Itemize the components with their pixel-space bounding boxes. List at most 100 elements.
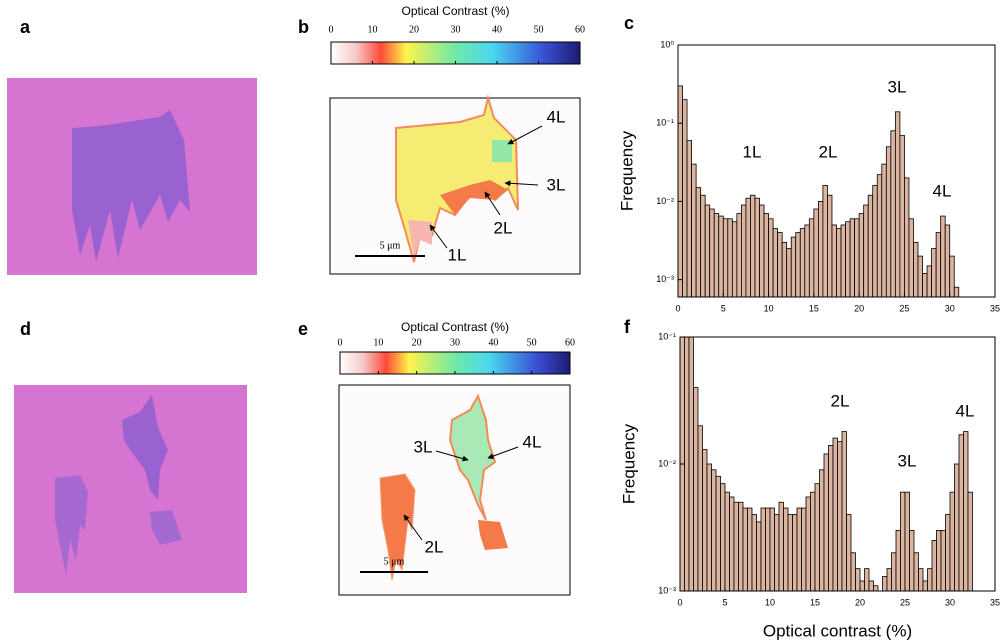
y-axis-label: Frequency — [617, 130, 636, 211]
bar — [927, 568, 933, 591]
bar — [786, 248, 792, 297]
bar — [899, 134, 905, 297]
x-tick-label: 20 — [855, 597, 865, 607]
y-tick-label: 10⁻² — [658, 458, 676, 468]
bar — [828, 445, 834, 591]
bar — [790, 236, 797, 297]
bar — [840, 224, 846, 297]
x-tick-label: 35 — [990, 597, 1000, 607]
bar — [931, 540, 937, 591]
bar — [747, 507, 753, 591]
colorbar-tick-label: 30 — [450, 337, 460, 348]
bar — [733, 501, 739, 591]
bar — [808, 218, 815, 297]
bar — [814, 483, 820, 591]
colorbar — [339, 351, 571, 375]
bar — [697, 425, 703, 591]
bar — [872, 185, 878, 297]
contrast-map: 5 μm 3L 4L 2L — [338, 384, 571, 596]
bar — [894, 111, 901, 297]
bar — [759, 204, 765, 297]
bar — [882, 576, 888, 591]
bar — [831, 224, 837, 297]
bar — [742, 507, 748, 591]
x-tick-label: 30 — [945, 597, 955, 607]
bar — [935, 232, 942, 297]
x-tick-label: 10 — [765, 597, 775, 607]
colorbar-tick-label: 50 — [527, 337, 537, 348]
bar — [736, 213, 742, 297]
x-tick-label: 15 — [809, 303, 819, 313]
bar — [686, 140, 692, 297]
bar — [754, 197, 760, 297]
bar — [801, 507, 807, 591]
scale-bar-label: 5 μm — [380, 240, 401, 251]
bar — [720, 483, 726, 591]
bar — [864, 568, 870, 591]
bar — [832, 437, 838, 591]
bar — [738, 501, 744, 591]
bar — [718, 215, 724, 297]
colorbar-title: Optical Contrast (%) — [401, 320, 509, 334]
colorbar-tick-label: 30 — [451, 24, 461, 35]
bar — [836, 228, 842, 297]
bar — [695, 187, 702, 297]
bar — [904, 491, 910, 591]
bar — [715, 475, 721, 591]
colorbar-tick-label: 10 — [373, 337, 383, 348]
annotation: 2L — [831, 391, 850, 410]
bar — [846, 514, 852, 591]
x-tick-label: 0 — [675, 303, 680, 313]
bar — [931, 248, 937, 297]
bar — [904, 177, 910, 297]
bar — [881, 163, 887, 297]
bar — [873, 585, 879, 591]
x-tick-label: 35 — [990, 303, 1000, 313]
bar — [772, 228, 779, 297]
bar — [706, 463, 712, 591]
bar — [837, 441, 843, 591]
bar — [765, 507, 771, 591]
bars — [680, 337, 973, 591]
x-tick-label: 5 — [722, 597, 727, 607]
bar — [810, 491, 816, 591]
bar — [876, 174, 883, 297]
bar — [763, 213, 769, 297]
bar — [854, 218, 860, 297]
bar — [813, 208, 819, 297]
bar — [918, 568, 924, 591]
bar — [886, 568, 892, 591]
bar — [917, 255, 923, 297]
colorbar-tick-label: 20 — [409, 24, 419, 35]
bar — [700, 194, 706, 297]
bar — [691, 163, 697, 297]
y-axis-label: Frequency — [619, 423, 638, 504]
annotation: 4L — [523, 432, 542, 451]
bar — [926, 265, 932, 297]
annotation: 1L — [448, 245, 467, 264]
x-tick-label: 5 — [721, 303, 726, 313]
bar — [799, 228, 806, 297]
bar — [909, 530, 915, 591]
panel-label: c — [624, 13, 634, 33]
annotation: 4L — [956, 401, 975, 420]
annotation: 3L — [898, 451, 917, 470]
bar — [769, 507, 775, 591]
panel-label: e — [298, 319, 308, 339]
annotation: 1L — [743, 142, 762, 161]
panel-label: b — [298, 17, 309, 37]
annotation: 2L — [494, 218, 513, 237]
bar — [768, 218, 774, 297]
x-tick-label: 30 — [945, 303, 955, 313]
annotation: 2L — [425, 537, 444, 556]
bar — [954, 463, 960, 591]
bar — [822, 185, 828, 297]
bar — [804, 224, 810, 297]
colorbar-tick-label: 60 — [575, 24, 585, 35]
bar — [963, 431, 969, 591]
bar — [783, 507, 789, 591]
colorbar-tick-label: 50 — [534, 24, 544, 35]
bar — [900, 491, 906, 591]
bar — [709, 208, 715, 297]
annotation: 3L — [888, 77, 907, 96]
